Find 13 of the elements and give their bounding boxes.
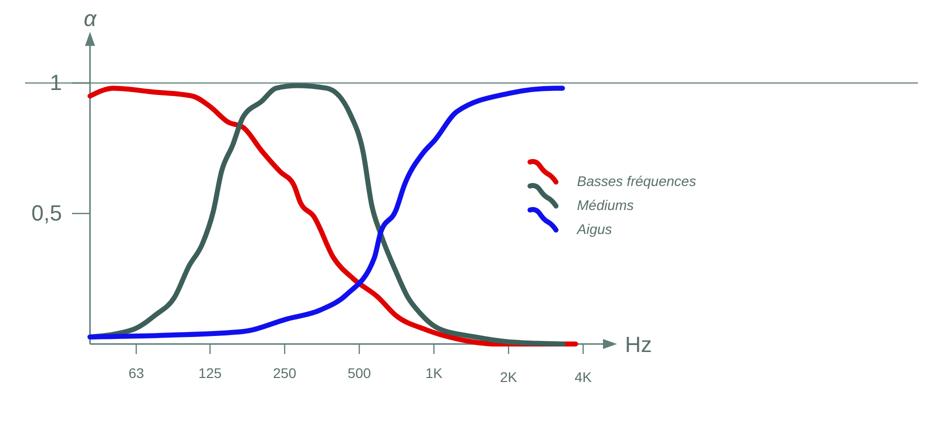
x-tick-label: 4K: [574, 369, 592, 385]
legend-label: Aigus: [576, 221, 612, 237]
x-tick-label: 63: [128, 364, 144, 381]
x-axis-title: Hz: [625, 332, 652, 357]
legend-label: Médiums: [577, 197, 634, 213]
x-tick-label: 500: [348, 364, 372, 381]
x-tick-label: 125: [198, 364, 222, 381]
y-tick-label: 0,5: [31, 200, 62, 226]
x-tick-label: 2K: [500, 369, 518, 385]
x-tick-label: 1K: [425, 364, 444, 381]
x-tick-label: 250: [272, 364, 297, 381]
legend-label: Basses fréquences: [577, 173, 696, 189]
y-axis-title: α: [84, 6, 98, 31]
